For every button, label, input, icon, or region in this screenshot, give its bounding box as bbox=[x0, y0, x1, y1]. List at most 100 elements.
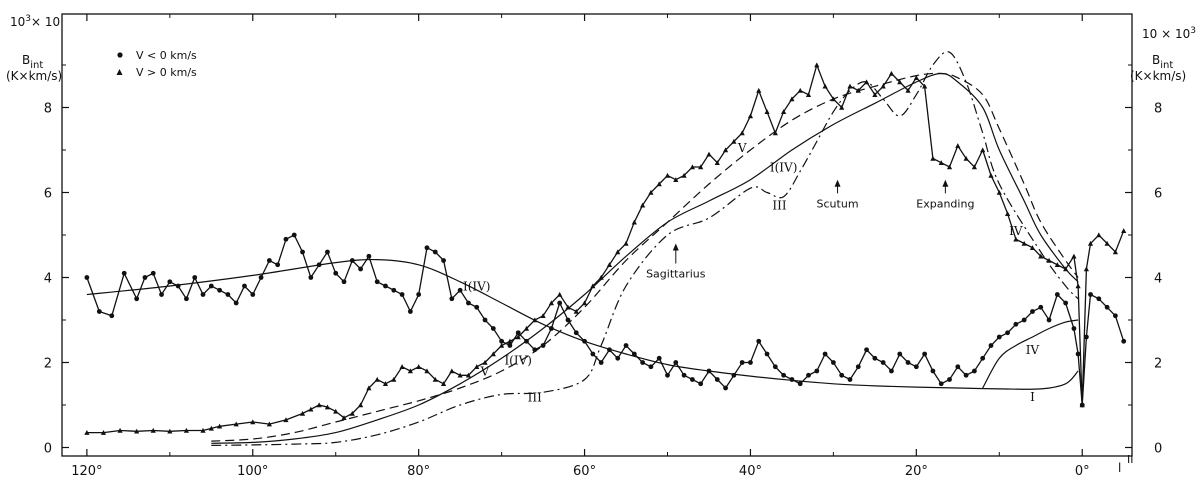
series-0-point bbox=[333, 270, 339, 276]
series-0-point bbox=[947, 377, 952, 382]
series-v-curve bbox=[211, 72, 1079, 442]
x-tick-label: 20° bbox=[905, 464, 928, 479]
series-1-point bbox=[557, 291, 563, 297]
series-0-point bbox=[963, 372, 969, 378]
series-iv-curve bbox=[982, 319, 1079, 389]
series-0-point bbox=[922, 351, 928, 357]
series-0-point bbox=[1005, 330, 1010, 336]
series-1-point bbox=[581, 300, 588, 306]
annotation-label: Scutum bbox=[817, 197, 859, 210]
series-1-point bbox=[689, 164, 695, 170]
curve-label: I(IV) bbox=[770, 160, 798, 174]
series-1-line bbox=[86, 62, 1125, 434]
legend-marker-circle bbox=[117, 52, 123, 58]
series-1-point bbox=[573, 308, 579, 314]
series-0-point bbox=[748, 360, 753, 365]
series-1-point bbox=[996, 189, 1002, 195]
series-1-point bbox=[980, 147, 986, 153]
right-axis-title: 10 × 103 Bint (K×km/s) bbox=[1130, 26, 1196, 83]
series-1-point bbox=[722, 147, 729, 153]
x-tick-label: 60° bbox=[573, 464, 596, 479]
series-0-point bbox=[714, 377, 720, 382]
series-1-point bbox=[457, 372, 463, 378]
series-1-point bbox=[1079, 402, 1085, 408]
series-1-point bbox=[349, 410, 355, 416]
model-curves bbox=[86, 51, 1079, 446]
series-1-point bbox=[1004, 211, 1011, 216]
series-0-point bbox=[283, 236, 289, 242]
series-1-point bbox=[407, 368, 413, 374]
series-1-point bbox=[590, 283, 596, 289]
series-1-point bbox=[499, 342, 505, 348]
series-1-point bbox=[664, 172, 671, 178]
series-1-point bbox=[548, 300, 554, 306]
series-1-point bbox=[382, 381, 389, 386]
series-1-point bbox=[888, 70, 895, 76]
y-tick-label-left: 8 bbox=[44, 102, 52, 117]
series-0-point bbox=[391, 287, 397, 293]
curve-label: V bbox=[480, 364, 490, 378]
series-1-point bbox=[772, 130, 778, 136]
series-1-point bbox=[333, 408, 339, 414]
series-0-point bbox=[358, 266, 364, 272]
series-1-point bbox=[515, 334, 521, 340]
series-1-point bbox=[797, 87, 803, 93]
annotation-label: Sagittarius bbox=[646, 268, 706, 281]
series-0-point bbox=[109, 313, 115, 319]
series-1-point bbox=[922, 83, 928, 89]
series-1-point bbox=[739, 130, 745, 136]
series-1-point bbox=[681, 172, 687, 178]
series-0-point bbox=[781, 372, 787, 378]
svg-text:l: l bbox=[1118, 461, 1121, 475]
plot-axes: 120° 100° 80° 60° 40° 20° 0° 0 0 2 2 4 4 6 6 8 8 bbox=[44, 13, 1162, 479]
series-1-point bbox=[465, 372, 472, 378]
series-1-point bbox=[341, 415, 347, 420]
series-0-point bbox=[590, 351, 596, 357]
series-0-point bbox=[756, 338, 762, 344]
series-1-point bbox=[706, 151, 712, 157]
series-1-point bbox=[946, 164, 953, 170]
series-0-point bbox=[930, 368, 936, 374]
series-1-point bbox=[747, 113, 754, 119]
left-axis-title: 103× 10 Bint (K×km/s) bbox=[6, 14, 62, 83]
series-0-point bbox=[797, 381, 803, 387]
series-1-point bbox=[963, 155, 969, 161]
series-0-point bbox=[872, 355, 878, 361]
svg-text:10 × 103: 10 × 103 bbox=[1142, 26, 1196, 41]
series-0-point bbox=[424, 245, 430, 251]
series-1-point bbox=[1021, 240, 1027, 246]
series-0-point bbox=[482, 317, 488, 323]
series-0-point bbox=[1063, 300, 1069, 306]
series-0-point bbox=[955, 364, 961, 370]
series-1-point bbox=[648, 189, 654, 195]
series-1-point bbox=[863, 79, 870, 85]
series-0-point bbox=[706, 368, 712, 374]
y-tick-label-left: 2 bbox=[44, 357, 52, 372]
series-0-point bbox=[524, 338, 529, 344]
series-0-point bbox=[121, 270, 127, 276]
series-0-point bbox=[897, 351, 903, 357]
series-1-point bbox=[714, 160, 720, 165]
curve-label: III bbox=[528, 391, 542, 405]
series-0-point bbox=[772, 364, 778, 370]
series-0-point bbox=[150, 270, 156, 276]
series-1-point bbox=[449, 368, 455, 374]
annotation-label: Expanding bbox=[916, 197, 974, 210]
series-1-point bbox=[615, 249, 621, 255]
series-1-point bbox=[474, 364, 480, 369]
series-0-point bbox=[383, 283, 388, 289]
curve-label: I bbox=[1030, 390, 1035, 404]
series-0-point bbox=[416, 292, 422, 297]
series-1-point bbox=[299, 410, 306, 416]
series-1-point bbox=[1063, 266, 1069, 272]
series-0-point bbox=[208, 283, 214, 289]
series-1-point bbox=[283, 417, 289, 423]
series-1-point bbox=[100, 430, 107, 435]
series-0-point bbox=[490, 326, 496, 331]
series-0-point bbox=[499, 338, 505, 344]
series-0-point bbox=[225, 292, 231, 297]
series-1-point bbox=[216, 423, 223, 429]
series-1-point bbox=[847, 83, 853, 89]
y-tick-label-left: 4 bbox=[44, 272, 52, 287]
series-0-point bbox=[698, 381, 704, 387]
